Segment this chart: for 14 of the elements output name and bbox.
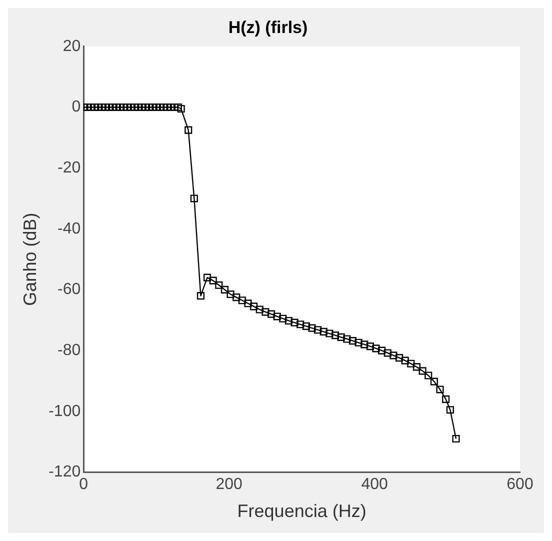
y-tick-label: -20: [58, 159, 81, 176]
y-tick-label: -60: [58, 281, 81, 298]
x-tick-label: 200: [216, 476, 243, 494]
y-tick-label: 20: [62, 38, 81, 55]
y-tick-label: -40: [58, 220, 81, 238]
y-tick-label: -100: [48, 402, 81, 420]
y-tick-label: -80: [58, 342, 81, 359]
chart-title: H(z) (firls): [228, 18, 308, 37]
y-tick-label: -120: [48, 464, 81, 481]
y-axis-title: Ganho (dB): [20, 212, 40, 306]
x-tick-label: 400: [361, 476, 388, 494]
y-tick-label: 0: [72, 98, 81, 116]
x-axis-title: Frequencia (Hz): [237, 501, 366, 522]
x-tick-label: 600: [506, 476, 534, 494]
